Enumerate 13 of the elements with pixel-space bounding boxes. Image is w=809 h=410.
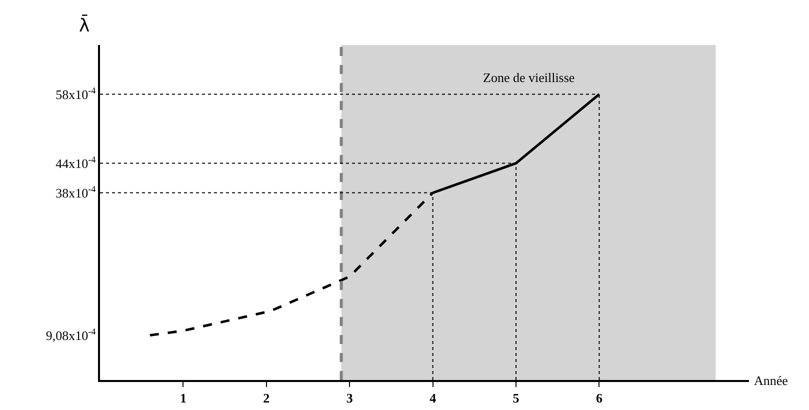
y-tick-label: 44x10$^{-4}$ — [56, 154, 96, 171]
x-tick-label: 1 — [180, 390, 186, 406]
x-tick-label: 6 — [596, 390, 603, 406]
y-tick-label: 38x10$^{-4}$ — [56, 184, 96, 200]
x-axis-title: Année — [754, 373, 788, 388]
x-tick-label: 4 — [430, 390, 437, 406]
y-tick-label: 58x10$^{-4}$ — [56, 85, 96, 102]
y-axis-title: λ̄ — [79, 14, 90, 36]
band-label: Zone de vieillisse — [483, 70, 575, 85]
x-tick-label: 3 — [346, 390, 354, 406]
x-tick-label: 5 — [512, 390, 520, 406]
x-tick-label: 2 — [263, 390, 270, 406]
y-tick-label: 9,08x10$^{-4}$ — [46, 326, 96, 343]
